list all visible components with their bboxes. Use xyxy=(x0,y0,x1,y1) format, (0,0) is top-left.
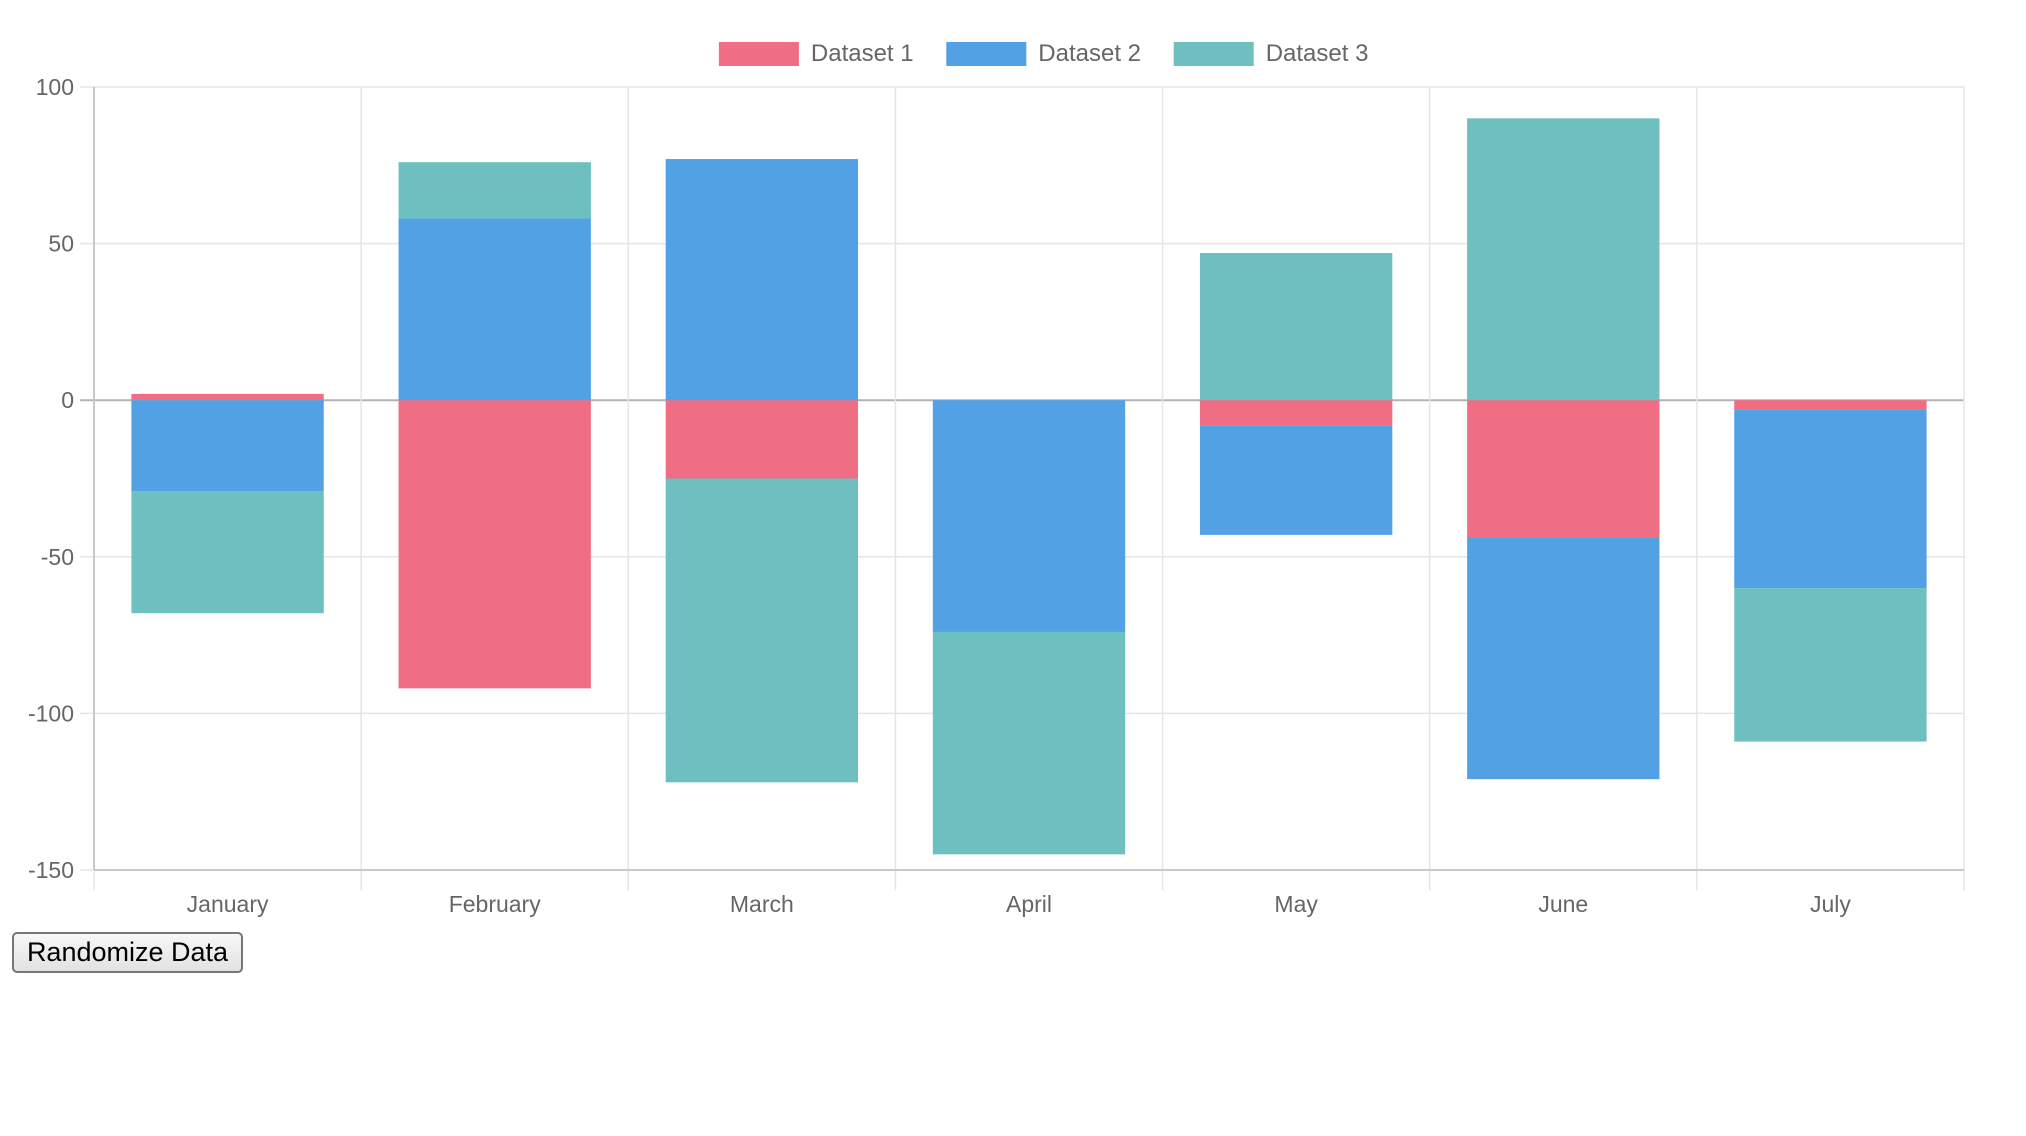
y-tick-label: 100 xyxy=(36,74,74,100)
bar-3-january xyxy=(131,491,324,614)
bar-3-april xyxy=(932,631,1126,855)
y-tick-label: -150 xyxy=(28,857,74,883)
x-tick-label: January xyxy=(187,891,269,917)
bar-1-february xyxy=(398,400,591,689)
bar-3-may xyxy=(1199,252,1393,401)
randomize-data-button[interactable]: Randomize Data xyxy=(12,932,243,973)
axes xyxy=(93,87,1964,871)
x-tick-label: July xyxy=(1810,891,1851,917)
y-tick-label: 50 xyxy=(48,231,74,257)
bar-3-june xyxy=(1467,118,1660,401)
bars xyxy=(131,118,1927,855)
bar-1-june xyxy=(1467,400,1660,539)
bar-3-march xyxy=(665,478,859,783)
bar-2-june xyxy=(1467,538,1660,780)
bar-3-july xyxy=(1734,588,1927,742)
x-tick-label: May xyxy=(1274,891,1318,917)
x-tick-label: February xyxy=(449,891,542,917)
y-tick-label: -100 xyxy=(28,700,74,726)
bar-2-march xyxy=(665,159,859,401)
bar-1-january xyxy=(131,393,324,401)
bar-2-may xyxy=(1199,425,1393,535)
bar-1-july xyxy=(1734,400,1927,410)
y-tick-label: 0 xyxy=(61,387,74,413)
legend-swatch-dataset-1 xyxy=(718,42,799,66)
x-tick-label: March xyxy=(730,891,794,917)
bar-1-march xyxy=(665,400,859,479)
bar-2-february xyxy=(398,218,591,401)
legend-swatch-dataset-2 xyxy=(946,42,1027,66)
y-tick-label: -50 xyxy=(41,544,74,570)
legend-label-dataset-3: Dataset 3 xyxy=(1266,40,1369,67)
bar-2-july xyxy=(1734,409,1927,589)
x-tick-label: April xyxy=(1006,891,1052,917)
x-tick-label: June xyxy=(1538,891,1588,917)
bar-3-february xyxy=(398,162,591,219)
x-axis-tick-labels: January February March April May June July xyxy=(187,891,1852,917)
bar-2-april xyxy=(932,400,1126,632)
chart-legend: Dataset 1 Dataset 2 Dataset 3 xyxy=(718,40,1369,67)
y-axis-tick-labels: 100 50 0 -50 -100 -150 xyxy=(28,74,74,883)
bar-2-january xyxy=(131,400,324,492)
stacked-bar-chart: Dataset 1 Dataset 2 Dataset 3 100 50 0 -50 -10… xyxy=(28,40,1965,917)
bar-1-may xyxy=(1199,400,1393,426)
legend-label-dataset-1: Dataset 1 xyxy=(811,40,914,67)
legend-swatch-dataset-3 xyxy=(1173,42,1254,66)
legend-label-dataset-2: Dataset 2 xyxy=(1038,40,1141,67)
